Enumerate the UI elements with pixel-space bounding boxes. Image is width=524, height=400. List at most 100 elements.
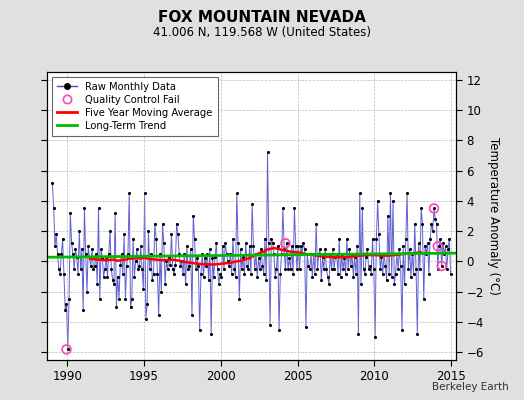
Point [134,266,143,272]
Point [116,261,125,268]
Point [401,236,410,242]
Point [363,246,372,252]
Point [291,243,300,250]
Point [367,270,375,277]
Point [430,205,438,212]
Point [435,243,443,250]
Point [85,255,94,262]
Point [150,220,159,227]
Point [225,263,233,269]
Point [149,270,158,277]
Point [406,246,414,252]
Point [265,240,273,246]
Point [202,263,210,269]
Point [390,281,398,288]
Point [126,304,135,310]
Point [436,236,444,242]
Point [284,266,292,272]
Point [281,266,290,272]
Point [303,251,311,257]
Point [262,276,270,283]
Point [141,316,150,322]
Point [376,266,385,272]
Point [290,205,299,212]
Point [89,266,97,272]
Point [144,228,152,234]
Point [334,270,342,277]
Point [212,240,221,246]
Point [203,251,212,257]
Point [92,251,100,257]
Point [61,307,69,313]
Point [339,266,347,272]
Point [397,263,405,269]
Point [276,270,285,277]
Point [190,236,199,242]
Point [380,251,388,257]
Point [372,236,380,242]
Point [280,246,288,252]
Point [320,266,328,272]
Point [314,251,323,257]
Point [227,270,236,277]
Point [385,270,394,277]
Point [173,231,182,237]
Point [343,236,351,242]
Point [215,281,223,288]
Point [272,266,281,272]
Point [57,251,66,257]
Point [274,243,282,250]
Point [300,246,309,252]
Point [196,270,205,277]
Point [424,270,433,277]
Point [107,266,115,272]
Point [344,266,353,272]
Point [258,263,267,269]
Point [54,266,63,272]
Point [77,266,85,272]
Point [249,243,258,250]
Point [206,246,214,252]
Point [285,255,293,262]
Point [245,243,254,250]
Point [217,274,226,280]
Point [111,210,119,216]
Point [340,255,348,262]
Point [208,255,216,262]
Point [98,255,106,262]
Point [66,210,74,216]
Point [337,251,346,257]
Point [220,266,228,272]
Point [158,220,167,227]
Point [129,236,137,242]
Point [438,263,446,269]
Point [171,261,180,268]
Point [48,180,57,186]
Point [378,270,387,277]
Point [115,296,123,302]
Point [268,240,277,246]
Point [169,266,177,272]
Point [445,236,454,242]
Point [368,236,377,242]
Point [323,274,332,280]
Point [242,240,250,246]
Point [103,274,112,280]
Point [170,270,178,277]
Point [110,281,118,288]
Point [279,205,287,212]
Point [108,276,117,283]
Point [105,251,113,257]
Point [277,251,286,257]
Point [302,324,310,330]
Point [297,243,305,250]
Point [366,263,374,269]
Point [348,251,356,257]
Point [101,266,109,272]
Point [362,254,370,260]
Point [444,246,452,252]
Point [421,243,429,250]
Point [65,296,73,302]
Point [84,243,92,250]
Point [192,266,200,272]
